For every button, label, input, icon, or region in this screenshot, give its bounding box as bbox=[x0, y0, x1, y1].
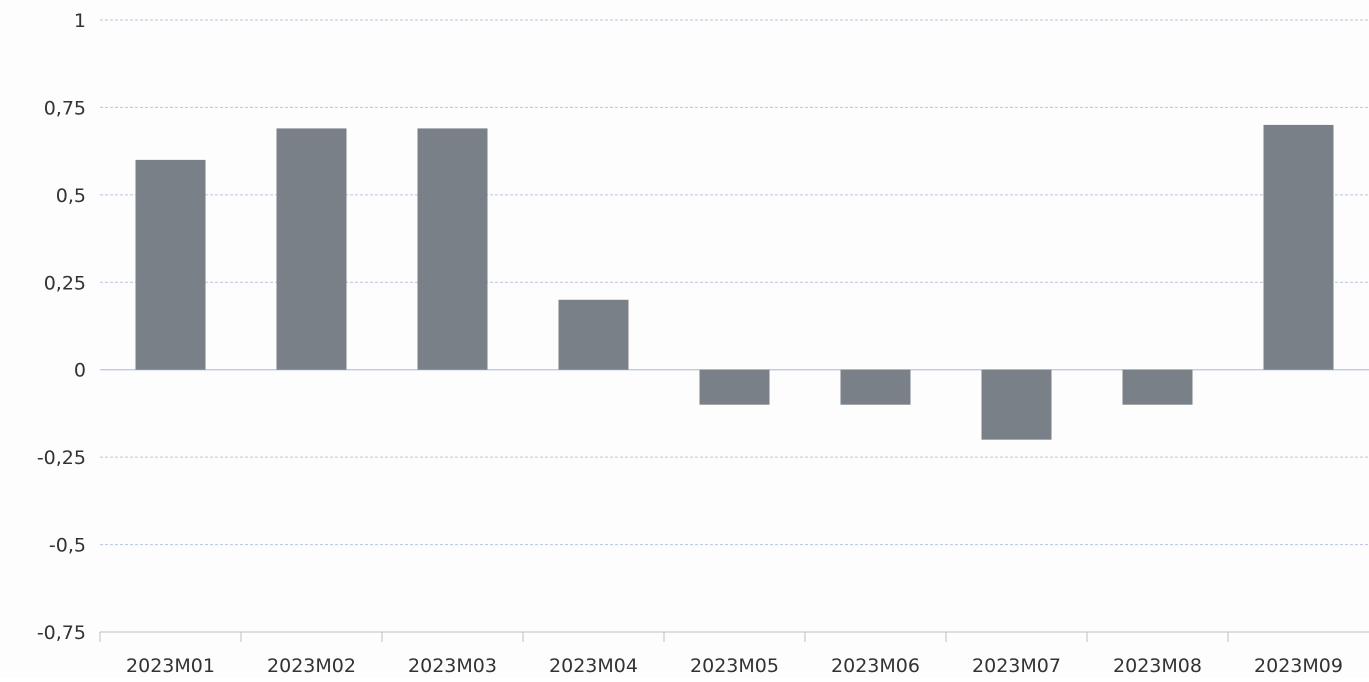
y-tick-label: 0 bbox=[74, 360, 86, 382]
x-tick-label: 2023M09 bbox=[1254, 655, 1343, 677]
x-axis: 2023M01 2023M02 2023M03 2023M04 2023M05 2023M… bbox=[99, 632, 1343, 677]
y-tick-label: -0,25 bbox=[37, 447, 86, 469]
bar bbox=[276, 128, 347, 370]
x-tick-label: 2023M01 bbox=[126, 655, 215, 677]
x-tick-label: 2023M05 bbox=[690, 655, 779, 677]
x-tick-label: 2023M03 bbox=[408, 655, 497, 677]
x-tick-label: 2023M02 bbox=[267, 655, 356, 677]
y-tick-label: -0,5 bbox=[49, 535, 86, 557]
bar bbox=[1122, 369, 1193, 405]
y-tick-label: 0,25 bbox=[44, 272, 86, 294]
bar bbox=[417, 128, 488, 370]
y-tick-label: -0,75 bbox=[37, 622, 86, 644]
bar bbox=[135, 159, 206, 370]
x-tick-label: 2023M08 bbox=[1113, 655, 1202, 677]
bar bbox=[1263, 124, 1334, 370]
bar bbox=[981, 369, 1052, 440]
x-tick-label: 2023M06 bbox=[831, 655, 920, 677]
x-tick-label: 2023M07 bbox=[972, 655, 1061, 677]
bar bbox=[840, 369, 911, 405]
y-axis-tick-labels: 1 0,75 0,5 0,25 0 -0,25 -0,5 -0,75 bbox=[37, 10, 86, 644]
y-tick-label: 1 bbox=[74, 10, 86, 32]
bar bbox=[558, 299, 629, 370]
y-tick-label: 0,5 bbox=[56, 185, 86, 207]
x-tick-label: 2023M04 bbox=[549, 655, 638, 677]
y-tick-label: 0,75 bbox=[44, 97, 86, 119]
bar bbox=[699, 369, 770, 405]
bars bbox=[135, 124, 1334, 440]
